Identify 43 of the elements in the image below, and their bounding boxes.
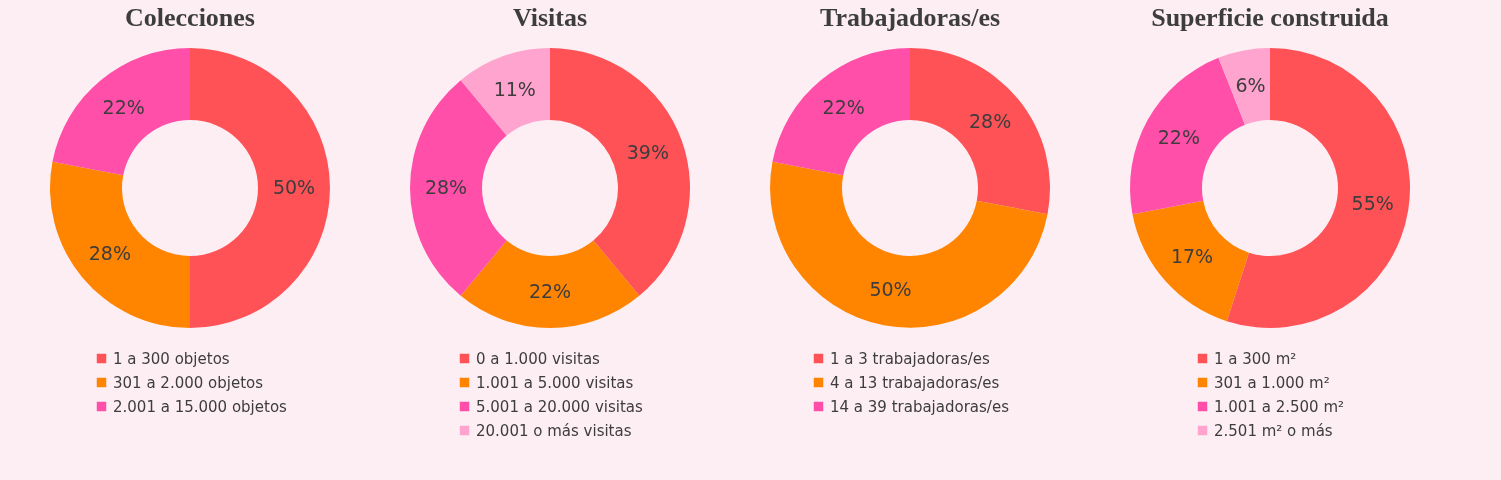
donut-slice bbox=[460, 48, 550, 136]
legend-label: 0 a 1.000 visitas bbox=[476, 349, 601, 368]
chart-title: Colecciones bbox=[125, 3, 255, 32]
data-label: 22% bbox=[822, 95, 865, 118]
donut-slice bbox=[1218, 48, 1270, 125]
data-label: 28% bbox=[88, 242, 131, 265]
legend-label: 1 a 300 objetos bbox=[113, 349, 230, 368]
legend-label: 5.001 a 20.000 visitas bbox=[476, 397, 644, 416]
data-label: 6% bbox=[1235, 73, 1266, 96]
legend-label: 1 a 300 m² bbox=[1214, 349, 1297, 368]
data-label: 22% bbox=[528, 280, 572, 302]
data-label: 11% bbox=[493, 78, 536, 101]
data-label: 28% bbox=[424, 176, 468, 198]
legend-label: 1 a 3 trabajadoras/es bbox=[830, 349, 991, 368]
legend-label: 301 a 1.000 m² bbox=[1214, 373, 1330, 392]
legend-label: 4 a 13 trabajadoras/es bbox=[830, 373, 1000, 392]
data-label: 22% bbox=[1157, 125, 1200, 148]
data-label: 22% bbox=[102, 95, 145, 118]
donut-slice bbox=[1132, 200, 1249, 322]
legend-label: 20.001 o más visitas bbox=[476, 421, 632, 440]
chart-title: Superficie construida bbox=[1151, 3, 1389, 32]
chart-title: Trabajadoras/es bbox=[819, 3, 1001, 32]
donut-slice bbox=[910, 48, 1050, 215]
legend-label: 1.001 a 5.000 visitas bbox=[476, 373, 634, 392]
donut-slice bbox=[772, 48, 910, 176]
legend-label: 2.001 a 15.000 objetos bbox=[113, 397, 288, 416]
legend-label: 1.001 a 2.500 m² bbox=[1214, 397, 1345, 416]
data-label: 50% bbox=[869, 278, 912, 301]
data-label: 39% bbox=[626, 140, 669, 163]
donut-slice bbox=[52, 48, 190, 176]
legend-label: 301 a 2.000 objetos bbox=[113, 373, 264, 392]
donut-slice bbox=[770, 161, 1048, 328]
legend-label: 14 a 39 trabajadoras/es bbox=[830, 397, 1010, 416]
donut-slice bbox=[190, 48, 330, 328]
donut-slice bbox=[460, 240, 640, 328]
donut-slice bbox=[50, 161, 190, 328]
chart-title: Visitas bbox=[512, 3, 588, 32]
legend-label: 2.501 m² o más bbox=[1214, 421, 1333, 440]
data-label: 28% bbox=[969, 109, 1012, 132]
data-label: 50% bbox=[272, 176, 316, 198]
donut-slice bbox=[1226, 48, 1410, 328]
data-label: 55% bbox=[1351, 192, 1394, 215]
data-label: 17% bbox=[1170, 244, 1214, 267]
